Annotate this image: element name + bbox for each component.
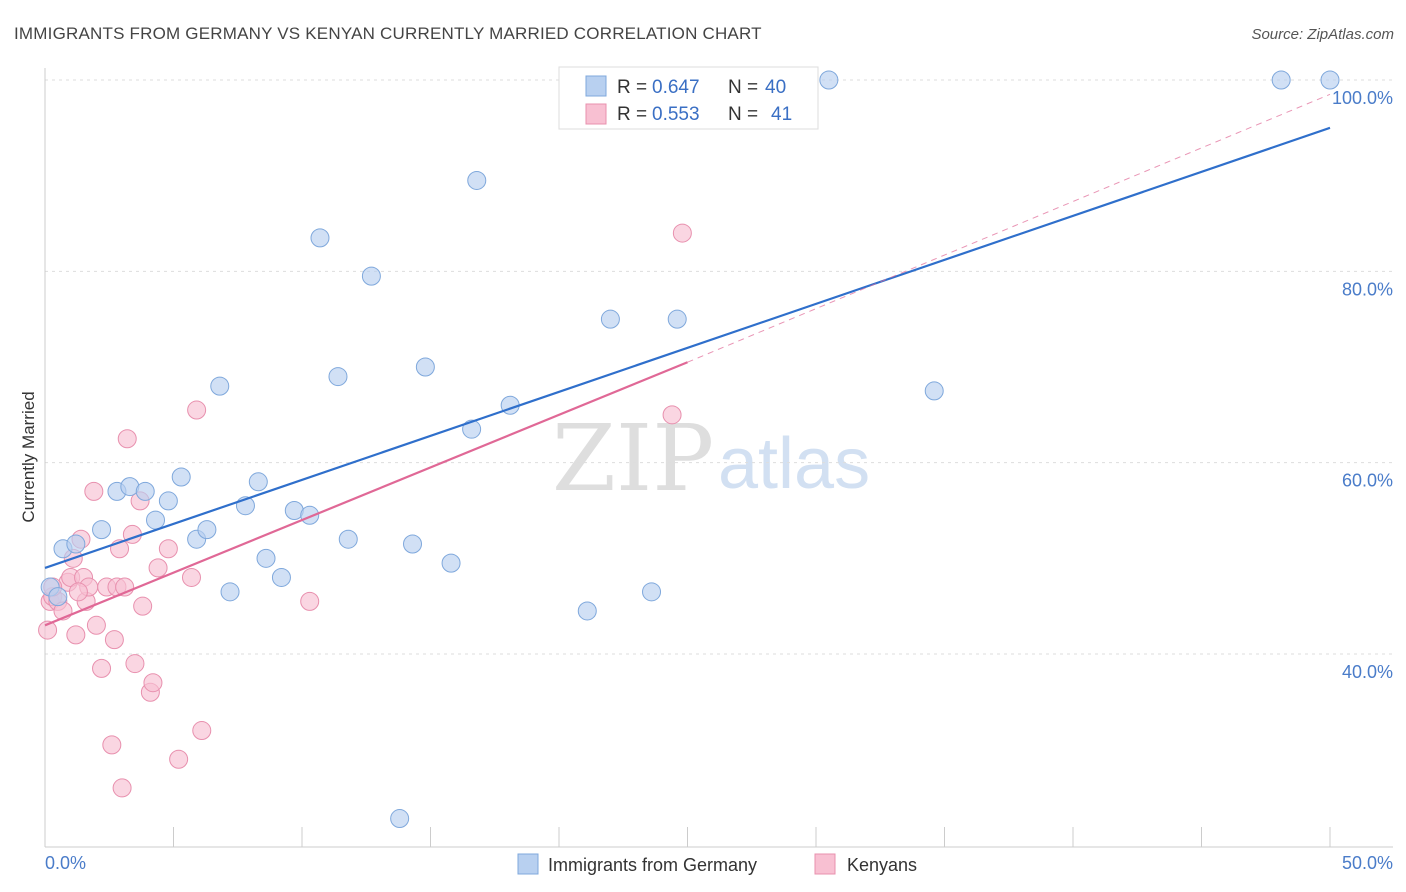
legend-kenyan-n-value: 41 <box>771 104 792 125</box>
kenyan-point <box>181 567 201 587</box>
watermark: ZIP atlas <box>552 405 870 512</box>
kenyan-point <box>68 582 88 602</box>
legend-swatch-germany <box>585 75 607 97</box>
grid-lines <box>45 79 1393 655</box>
germany-point <box>135 481 155 501</box>
legend-germany-r-value: 0.647 <box>652 77 700 98</box>
kenyan-point <box>125 654 145 674</box>
chart-title: IMMIGRANTS FROM GERMANY VS KENYAN CURREN… <box>14 24 762 43</box>
y-tick-label-40: 40.0% <box>1342 662 1393 682</box>
series-legend: Immigrants from Germany Kenyans <box>517 853 917 875</box>
y-tick-label-100: 100.0% <box>1332 88 1393 108</box>
legend-kenyan-r-label: R = <box>617 104 647 125</box>
germany-point <box>256 548 276 568</box>
bottom-legend-swatch-germany <box>517 853 539 875</box>
germany-point <box>66 534 86 554</box>
germany-point <box>248 472 268 492</box>
germany-point <box>1271 70 1291 90</box>
kenyan-point <box>662 405 682 425</box>
germany-point <box>197 520 217 540</box>
kenyan-point <box>300 591 320 611</box>
germany-point <box>271 567 291 587</box>
germany-point <box>48 587 68 607</box>
kenyan-point <box>84 481 104 501</box>
germany-point <box>146 510 166 530</box>
germany-point <box>338 529 358 549</box>
germany-point <box>361 266 381 286</box>
germany-point <box>642 582 662 602</box>
kenyan-trend-line <box>44 361 688 627</box>
germany-point <box>92 520 112 540</box>
germany-point <box>924 381 944 401</box>
germany-point <box>600 309 620 329</box>
legend-swatch-kenyan <box>585 103 607 125</box>
germany-point <box>667 309 687 329</box>
kenyan-point <box>117 429 137 449</box>
kenyan-point <box>187 400 207 420</box>
kenyan-point <box>92 658 112 678</box>
x-tick-label-max: 50.0% <box>1342 853 1393 873</box>
y-tick-label-60: 60.0% <box>1342 471 1393 491</box>
chart-source: Source: ZipAtlas.com <box>1251 26 1394 43</box>
germany-point <box>328 367 348 387</box>
trend-lines <box>44 93 1331 627</box>
kenyan-point <box>158 539 178 559</box>
kenyan-point <box>38 620 58 640</box>
germany-point <box>210 376 230 396</box>
watermark-zip: ZIP <box>552 405 714 512</box>
bottom-legend-label-germany: Immigrants from Germany <box>548 855 757 875</box>
kenyan-point <box>143 673 163 693</box>
kenyan-point <box>102 735 122 755</box>
legend-germany-r-label: R = <box>617 77 647 98</box>
kenyan-trend-extension <box>687 93 1331 363</box>
kenyan-point <box>148 558 168 578</box>
legend-germany-n-label: N = <box>728 77 758 98</box>
kenyan-point <box>133 596 153 616</box>
y-tick-label-80: 80.0% <box>1342 279 1393 299</box>
germany-point <box>403 534 423 554</box>
germany-point <box>441 553 461 573</box>
kenyan-point <box>112 778 132 798</box>
x-tick-label-min: 0.0% <box>45 853 86 873</box>
kenyan-point <box>672 223 692 243</box>
bottom-legend-label-kenyan: Kenyans <box>847 855 917 875</box>
legend-kenyan-r-value: 0.553 <box>652 104 700 125</box>
correlation-legend: R = 0.647 N = 40 R = 0.553 N = 41 <box>558 66 819 130</box>
germany-point <box>819 70 839 90</box>
kenyan-point <box>66 625 86 645</box>
bottom-legend-swatch-kenyan <box>814 853 836 875</box>
kenyan-point <box>104 630 124 650</box>
germany-point <box>415 357 435 377</box>
germany-point <box>310 228 330 248</box>
germany-point <box>467 170 487 190</box>
germany-point <box>577 601 597 621</box>
x-axis-ticks <box>44 827 1331 847</box>
germany-point <box>220 582 240 602</box>
germany-trend-line <box>44 126 1331 569</box>
germany-point <box>462 419 482 439</box>
legend-kenyan-n-label: N = <box>728 104 758 125</box>
legend-germany-n-value: 40 <box>765 77 786 98</box>
germany-point <box>390 809 410 829</box>
kenyan-series-points <box>38 223 692 798</box>
kenyan-point <box>169 749 189 769</box>
germany-point <box>171 467 191 487</box>
watermark-atlas: atlas <box>718 424 870 504</box>
y-tick-labels: 40.0% 60.0% 80.0% 100.0% <box>1332 88 1393 682</box>
germany-point <box>158 491 178 511</box>
germany-series-points <box>40 70 1340 829</box>
kenyan-point <box>86 615 106 635</box>
kenyan-point <box>192 721 212 741</box>
germany-point <box>1320 70 1340 90</box>
y-axis-label: Currently Married <box>19 391 38 522</box>
